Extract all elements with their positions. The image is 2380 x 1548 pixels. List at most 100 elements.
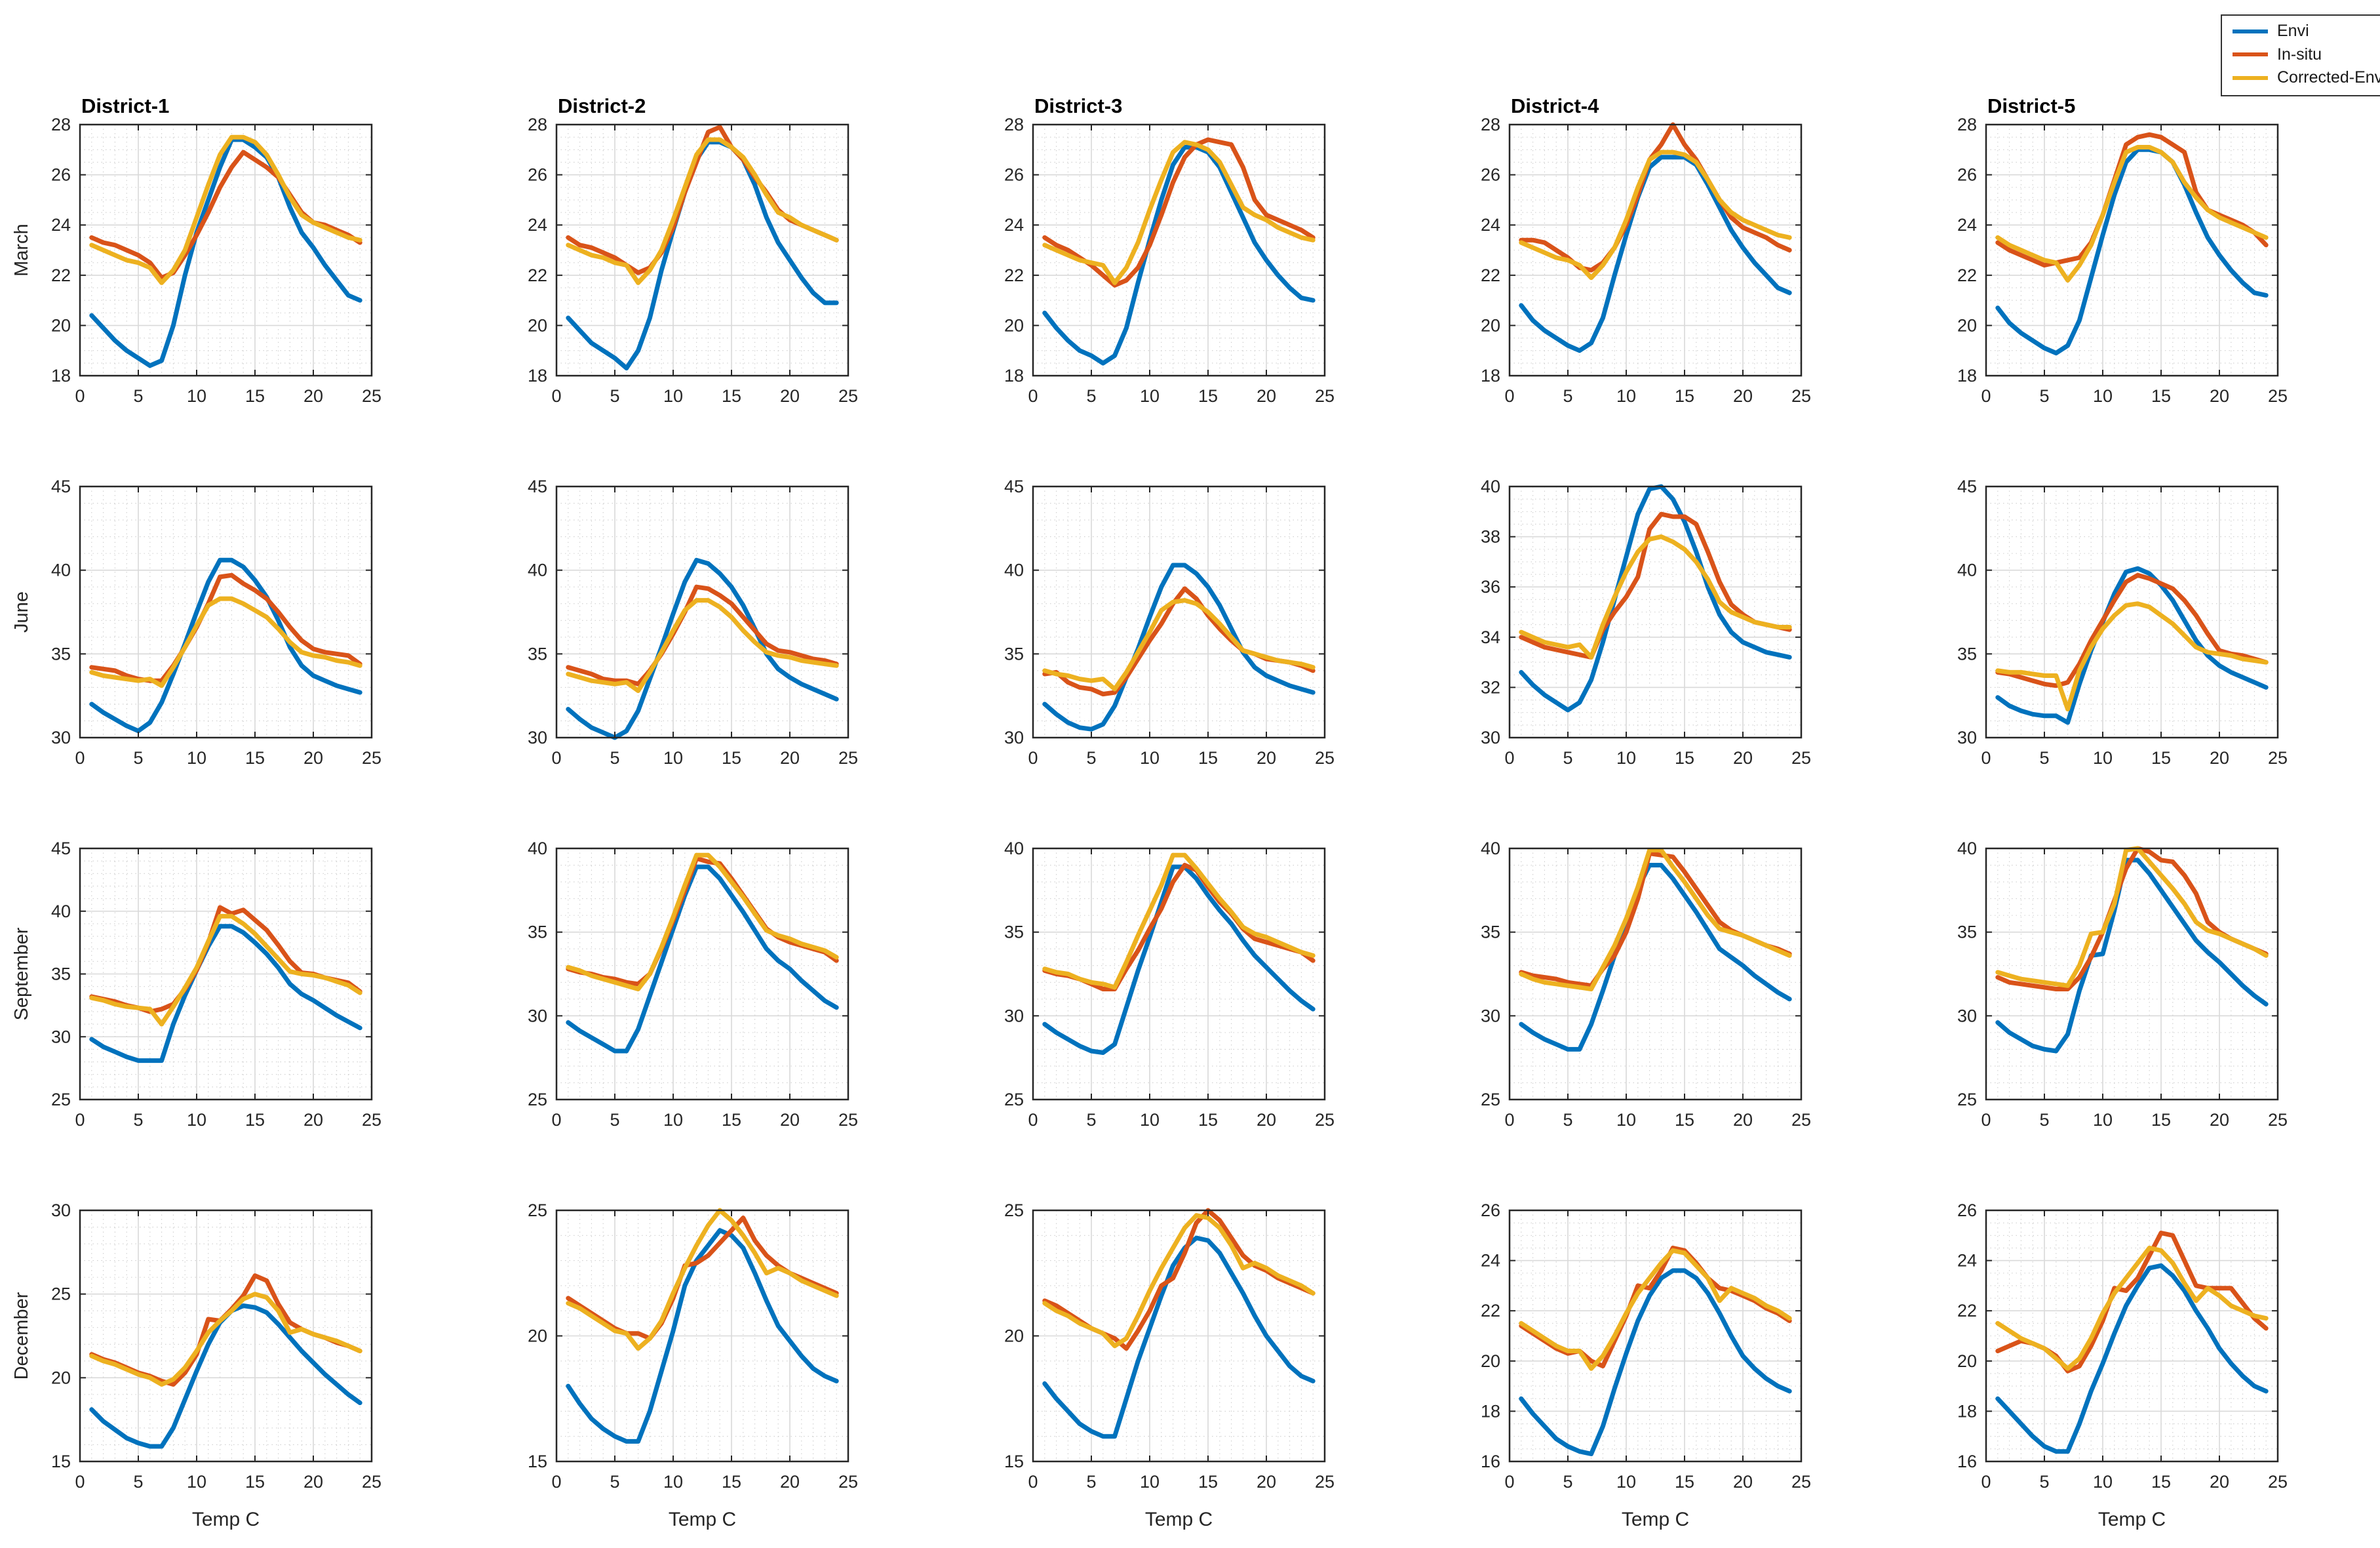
envi-line [89, 924, 362, 1063]
y-tick-label: 26 [1957, 1201, 1977, 1220]
y-tick-label: 40 [1004, 839, 1024, 858]
x-tick-label: 15 [245, 748, 265, 768]
subplot-december-district-3: 0 5 10 15 20 25 15 20 25 Temp C [1004, 1201, 1335, 1530]
y-tick-label: 30 [1481, 1006, 1500, 1025]
corrected-line [89, 1292, 362, 1387]
corrected-line [566, 1208, 839, 1351]
y-tick-label: 22 [1481, 266, 1500, 285]
legend-item-envi: Envi [2231, 22, 2380, 41]
y-tick-label: 26 [1004, 165, 1024, 185]
envi-line [1995, 147, 2269, 355]
x-tick-label: 25 [1791, 1110, 1811, 1130]
y-tick-label: 35 [1957, 644, 1977, 664]
y-tick-label: 20 [528, 1326, 547, 1346]
minor-grid [1510, 486, 1801, 738]
x-tick-label: 10 [663, 748, 683, 768]
axis-ticks [1032, 848, 1325, 1100]
y-tick-label: 18 [1481, 366, 1500, 386]
y-tick-label: 20 [51, 315, 71, 335]
x-tick-label: 20 [1257, 1110, 1276, 1130]
x-tick-label: 0 [75, 386, 85, 406]
y-tick-label: 36 [1481, 577, 1500, 597]
x-tick-label: 0 [1504, 1472, 1514, 1492]
legend-label-corrected-envi: Corrected-Envi [2277, 68, 2380, 87]
minor-grid [1510, 848, 1801, 1100]
y-tick-label: 35 [1004, 644, 1024, 664]
envi-line [1042, 864, 1316, 1055]
x-tick-label: 10 [1616, 386, 1636, 406]
axis-labels: 0 5 10 15 20 25 18 20 22 24 26 28 District-2 [528, 94, 858, 406]
axis-labels: 0 5 10 15 20 25 18 20 22 24 26 28 District-3 [1004, 94, 1335, 406]
x-tick-label: 20 [2210, 1472, 2229, 1492]
x-tick-label: 15 [722, 386, 741, 406]
x-tick-label: 5 [2039, 386, 2049, 406]
corrected-line [1519, 1248, 1792, 1371]
row-label: December [11, 1292, 32, 1379]
minor-grid [556, 1210, 848, 1461]
axis-ticks [1032, 486, 1325, 738]
major-grid [1986, 1210, 2278, 1461]
x-tick-label: 15 [1198, 386, 1218, 406]
envi-line [566, 557, 839, 740]
x-tick-label: 20 [1257, 386, 1276, 406]
major-grid [556, 1210, 848, 1461]
y-tick-label: 20 [1957, 315, 1977, 335]
major-grid [1033, 125, 1325, 376]
x-tick-label: 0 [1028, 386, 1038, 406]
x-tick-label: 5 [1563, 748, 1572, 768]
y-tick-label: 24 [1957, 215, 1977, 235]
corrected-line [566, 598, 839, 693]
envi-line [1519, 155, 1792, 353]
minor-grid [80, 848, 372, 1100]
minor-grid [1033, 848, 1325, 1100]
y-tick-label: 22 [1481, 1301, 1500, 1320]
axis-ticks [556, 486, 849, 738]
subplot-title: District-3 [1034, 94, 1122, 117]
insitu-line [89, 149, 362, 281]
x-tick-label: 10 [2093, 1110, 2113, 1130]
x-axis-label: Temp C [669, 1509, 736, 1530]
x-tick-label: 25 [1791, 386, 1811, 406]
subplot-june-district-2: 0 5 10 15 20 25 30 35 40 45 [528, 477, 858, 768]
insitu-line [1042, 863, 1316, 991]
subplot-june-district-1: 0 5 10 15 20 25 30 35 40 45 June [11, 477, 381, 768]
x-tick-label: 0 [551, 748, 561, 768]
y-tick-label: 45 [51, 477, 71, 496]
corrected-line [89, 596, 362, 688]
x-tick-label: 10 [1140, 1110, 1160, 1130]
y-tick-label: 35 [1481, 923, 1500, 942]
y-tick-label: 40 [528, 839, 547, 858]
axis-ticks [556, 848, 849, 1100]
corrected-line [1995, 1245, 2269, 1371]
y-tick-label: 20 [1004, 315, 1024, 335]
subplot-march-district-3: 0 5 10 15 20 25 18 20 22 24 26 28 District-3 [1004, 94, 1335, 406]
insitu-line [1995, 846, 2269, 991]
corrected-line [1519, 149, 1792, 281]
x-tick-label: 25 [1315, 1110, 1335, 1130]
y-tick-label: 26 [1957, 165, 1977, 185]
y-tick-label: 45 [1957, 477, 1977, 496]
x-tick-label: 0 [551, 1110, 561, 1130]
x-tick-label: 15 [1675, 1472, 1694, 1492]
x-tick-label: 20 [780, 1472, 800, 1492]
subplot-title: District-5 [1987, 94, 2075, 117]
x-tick-label: 0 [1504, 386, 1514, 406]
envi-line [89, 557, 362, 734]
axis-labels: 0 5 10 15 20 25 18 20 22 24 26 28 District-5 [1957, 94, 2288, 406]
corrected-line [1519, 848, 1792, 991]
y-tick-label: 28 [528, 115, 547, 134]
axis-labels: 0 5 10 15 20 25 15 20 25 Temp C [1004, 1201, 1335, 1530]
corrected-line [89, 913, 362, 1027]
corrected-line [1995, 601, 2269, 712]
insitu-line [566, 125, 839, 275]
x-tick-label: 0 [1028, 748, 1038, 768]
envi-line [566, 1228, 839, 1444]
x-tick-label: 10 [2093, 386, 2113, 406]
axis-labels: 0 5 10 15 20 25 15 20 25 Temp C [528, 1201, 858, 1530]
major-grid [1986, 125, 2278, 376]
x-tick-label: 5 [1563, 1110, 1572, 1130]
x-tick-label: 10 [1616, 1110, 1636, 1130]
minor-grid [80, 1210, 372, 1461]
y-tick-label: 18 [1957, 366, 1977, 386]
